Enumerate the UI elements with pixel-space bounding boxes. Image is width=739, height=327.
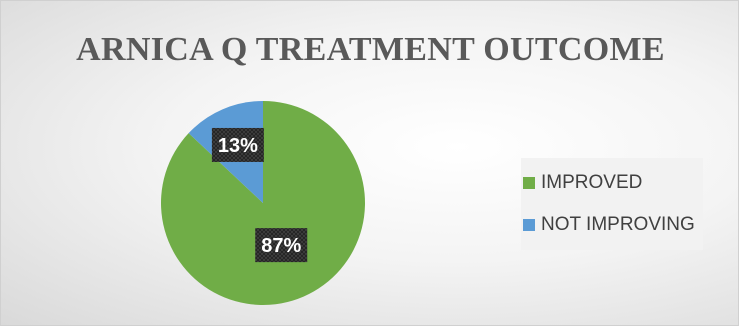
chart-title: ARNICA Q TREATMENT OUTCOME [76,31,665,68]
legend-item-improved: IMPROVED [523,162,695,204]
legend-label-improved: IMPROVED [541,172,643,193]
data-label-not-improving: 13% [211,127,264,162]
data-label-improved: 87% [255,228,308,263]
data-label-text-not-improving: 13% [218,135,258,157]
legend-swatch-not-improving [523,219,535,231]
legend-item-not-improving: NOT IMPROVING [523,204,695,246]
legend-swatch-improved [523,177,535,189]
data-label-box-improved [255,228,308,263]
pie-slice-improved [161,101,365,306]
legend-label-not-improving: NOT IMPROVING [541,214,695,235]
data-label-text-improved: 87% [261,235,301,257]
legend: IMPROVED NOT IMPROVING [521,158,703,250]
data-label-box-not-improving [211,127,264,162]
